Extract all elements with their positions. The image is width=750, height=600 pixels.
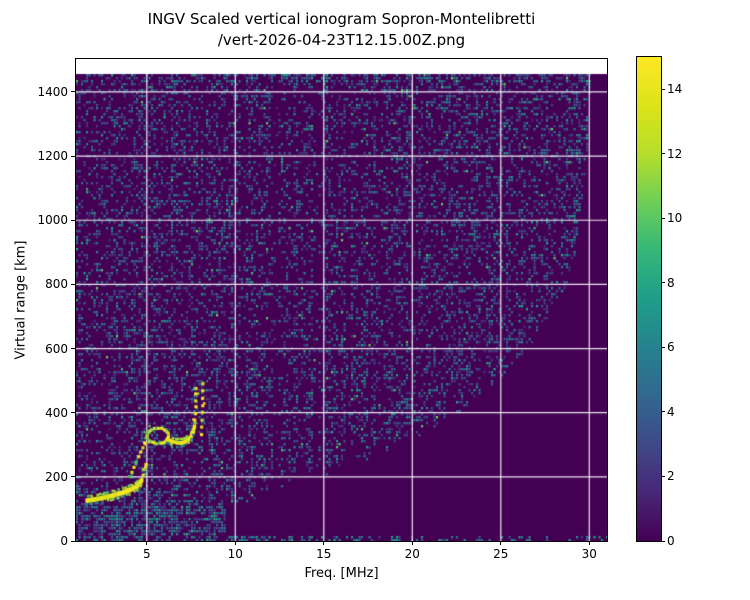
y-tick-mark — [71, 348, 75, 350]
x-tick-mark — [411, 541, 413, 545]
x-tick-mark — [234, 541, 236, 545]
x-tick-label: 30 — [581, 547, 597, 561]
colorbar-tick-mark — [661, 217, 665, 219]
y-tick-mark — [71, 283, 75, 285]
colorbar-tick-label: 14 — [667, 82, 683, 97]
y-tick-label: 0 — [60, 534, 68, 548]
colorbar-canvas — [637, 57, 661, 541]
x-axis-label: Freq. [MHz] — [304, 566, 379, 581]
colorbar-tick-label: 0 — [667, 534, 675, 548]
y-tick-label: 600 — [45, 341, 68, 356]
x-tick-label: 10 — [227, 547, 243, 561]
colorbar-tick-label: 8 — [667, 275, 675, 290]
colorbar-tick-label: 6 — [667, 340, 675, 355]
colorbar-tick-label: 2 — [667, 469, 675, 484]
x-tick-label: 25 — [493, 547, 509, 561]
y-tick-mark — [71, 412, 75, 414]
y-tick-label: 200 — [45, 469, 68, 484]
y-tick-mark — [71, 155, 75, 157]
colorbar-tick-mark — [661, 475, 665, 477]
y-tick-label: 1400 — [37, 84, 68, 99]
colorbar-tick-label: 4 — [667, 404, 675, 419]
y-tick-label: 400 — [45, 405, 68, 420]
x-tick-label: 15 — [316, 547, 332, 561]
y-tick-mark — [71, 219, 75, 221]
colorbar-tick-label: 12 — [667, 146, 683, 161]
y-tick-label: 800 — [45, 277, 68, 292]
y-tick-mark — [71, 91, 75, 93]
colorbar-tick-mark — [661, 88, 665, 90]
x-tick-mark — [588, 541, 590, 545]
ionogram-heatmap-canvas — [76, 59, 607, 541]
x-tick-mark — [146, 541, 148, 545]
x-tick-mark — [500, 541, 502, 545]
plot-title-line1: INGV Scaled vertical ionogram Sopron-Mon… — [147, 10, 536, 28]
plot-title-line2: /vert-2026-04-23T12.15.00Z.png — [217, 31, 466, 49]
x-tick-mark — [323, 541, 325, 545]
x-tick-label: 20 — [404, 547, 420, 561]
y-tick-label: 1200 — [37, 149, 68, 164]
colorbar-tick-mark — [661, 411, 665, 413]
colorbar-tick-mark — [661, 153, 665, 155]
colorbar-tick-mark — [661, 282, 665, 284]
colorbar-tick-mark — [661, 346, 665, 348]
y-tick-label: 1000 — [37, 213, 68, 228]
colorbar-tick-mark — [661, 540, 665, 542]
colorbar-tick-label: 10 — [667, 211, 683, 226]
y-tick-mark — [71, 540, 75, 542]
y-tick-mark — [71, 476, 75, 478]
x-tick-label: 5 — [142, 547, 151, 561]
